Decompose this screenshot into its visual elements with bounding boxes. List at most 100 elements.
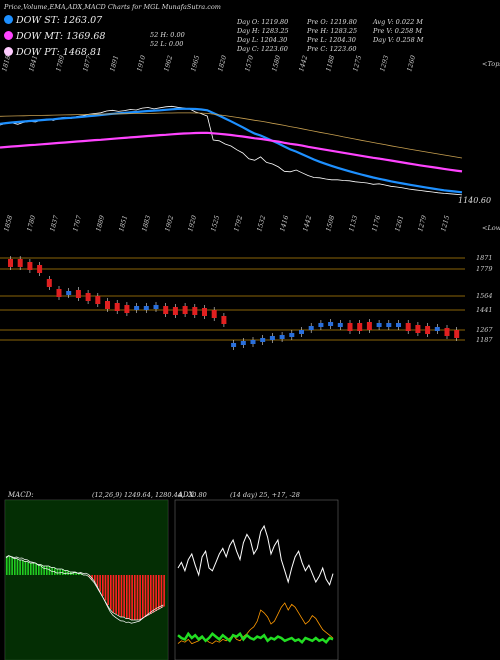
- macd-histogram-bar: [134, 575, 136, 620]
- stat-52h: 52 H: 0.00: [150, 31, 185, 39]
- macd-line-1: [5, 555, 164, 624]
- macd-histogram-bar: [8, 555, 11, 575]
- price-level-label: 1564: [476, 292, 493, 300]
- macd-histogram-bar: [126, 575, 128, 619]
- candle-body: [337, 323, 343, 327]
- top-tick-label: 1841: [27, 54, 39, 72]
- candle-body: [182, 306, 188, 314]
- macd-histogram-bar: [32, 563, 35, 575]
- macd-histogram-bar: [43, 566, 45, 575]
- bottom-tick-label: 1837: [48, 214, 60, 233]
- candle-body: [308, 326, 314, 330]
- top-tick-label: 1293: [378, 54, 390, 72]
- legend-swatch-pink: [4, 47, 13, 56]
- candle-body: [347, 323, 353, 331]
- macd-histogram-bar: [96, 575, 99, 587]
- candle-body: [269, 336, 275, 340]
- stat: Day H: 1283.25: [237, 27, 289, 35]
- candle-body: [163, 306, 169, 314]
- candle-body: [386, 323, 392, 327]
- top-tick-label: 1877: [81, 54, 93, 73]
- adx-line-minusdi: [177, 631, 334, 644]
- price-level-label: 1779: [476, 265, 493, 273]
- candle-body: [114, 303, 120, 311]
- macd-histogram-bar: [91, 575, 93, 580]
- tops-axis-note: <Tops: [482, 60, 500, 68]
- chart-title: Price,Volume,EMA,ADX,MACD Charts for MGL…: [4, 3, 221, 11]
- macd-histogram-bar: [62, 569, 64, 575]
- top-tick-label: 1891: [108, 54, 120, 72]
- price-level-label: 1267: [476, 326, 493, 334]
- macd-histogram-bar: [64, 570, 67, 575]
- legend-swatch-blue: [4, 15, 13, 24]
- candle-body: [415, 325, 421, 333]
- top-tick-label: 1570: [243, 54, 255, 72]
- series-line-ema-short: [0, 107, 463, 194]
- candle-body: [279, 335, 285, 339]
- macd-histogram-bar: [120, 575, 123, 617]
- candle-body: [221, 316, 227, 324]
- macd-histogram-bar: [11, 557, 13, 575]
- macd-histogram-bar: [40, 564, 43, 575]
- stat: Pre L: 1204.30: [307, 36, 356, 44]
- bottom-tick-label: 1792: [232, 214, 244, 232]
- macd-histogram-bar: [128, 575, 131, 619]
- candle-body: [434, 327, 440, 331]
- price-level-label: 1441: [476, 306, 493, 314]
- macd-histogram-bar: [54, 567, 56, 575]
- candle-body: [289, 333, 295, 337]
- candle-body: [328, 322, 334, 326]
- legend-dow-pt: DOW PT: 1468.81: [4, 47, 102, 58]
- macd-histogram-bar: [46, 566, 48, 575]
- candle-body: [153, 305, 159, 309]
- macd-histogram-bar: [115, 575, 117, 614]
- last-price-label: 1140.60: [458, 196, 491, 205]
- bottom-tick-label: 1532: [255, 214, 267, 232]
- macd-histogram-bar: [6, 557, 8, 575]
- macd-histogram-bar: [107, 575, 109, 605]
- candle-body: [172, 307, 178, 315]
- candle-body: [27, 262, 33, 270]
- macd-histogram-bar: [123, 575, 125, 617]
- macd-histogram-bar: [155, 575, 157, 611]
- macd-histogram-bar: [38, 564, 40, 575]
- top-tick-label: 1188: [324, 54, 336, 72]
- macd-histogram-bar: [75, 572, 77, 575]
- candle-body: [231, 343, 237, 347]
- adx-title-left: ADX: [177, 491, 195, 499]
- stat: Pre O: 1219.80: [307, 18, 357, 26]
- candle-body: [318, 323, 324, 327]
- macd-histogram-bar: [48, 566, 51, 575]
- macd-histogram-bar: [35, 563, 37, 575]
- macd-histogram-bar: [118, 575, 120, 616]
- adx-panel-frame: [174, 499, 339, 660]
- macd-histogram-bar: [56, 569, 59, 575]
- top-tick-label: 1962: [162, 54, 174, 72]
- macd-histogram-bar: [150, 575, 152, 614]
- macd-histogram-bar: [14, 558, 16, 575]
- stat: Day V: 0.258 M: [373, 36, 424, 44]
- price-level-label: 1871: [476, 254, 493, 262]
- legend-swatch-magenta: [4, 31, 13, 40]
- candle-body: [46, 279, 52, 287]
- candle-body: [37, 265, 43, 273]
- candle-body: [105, 301, 110, 309]
- macd-histogram-bar: [30, 563, 32, 575]
- macd-histogram-bar: [59, 569, 61, 575]
- macd-histogram-bar: [152, 575, 155, 613]
- top-tick-label: 1442: [297, 54, 309, 72]
- series-line-ema-mid: [0, 131, 463, 173]
- price-level-label: 1187: [476, 336, 493, 344]
- bottom-tick-label: 1780: [25, 214, 37, 232]
- series-line-ema-long: [0, 112, 463, 159]
- candle-body: [396, 323, 401, 327]
- adx-line-adx: [177, 524, 334, 586]
- legend-label: DOW ST: 1263.07: [16, 15, 103, 26]
- bottom-tick-label: 1883: [140, 214, 152, 232]
- candle-body: [260, 338, 266, 342]
- stat: Pre C: 1223.60: [307, 45, 357, 53]
- legend-dow-st: DOW ST: 1263.07: [4, 15, 102, 26]
- stat-52l: 52 L: 0.00: [150, 40, 184, 48]
- top-tick-label: 1789: [54, 54, 66, 72]
